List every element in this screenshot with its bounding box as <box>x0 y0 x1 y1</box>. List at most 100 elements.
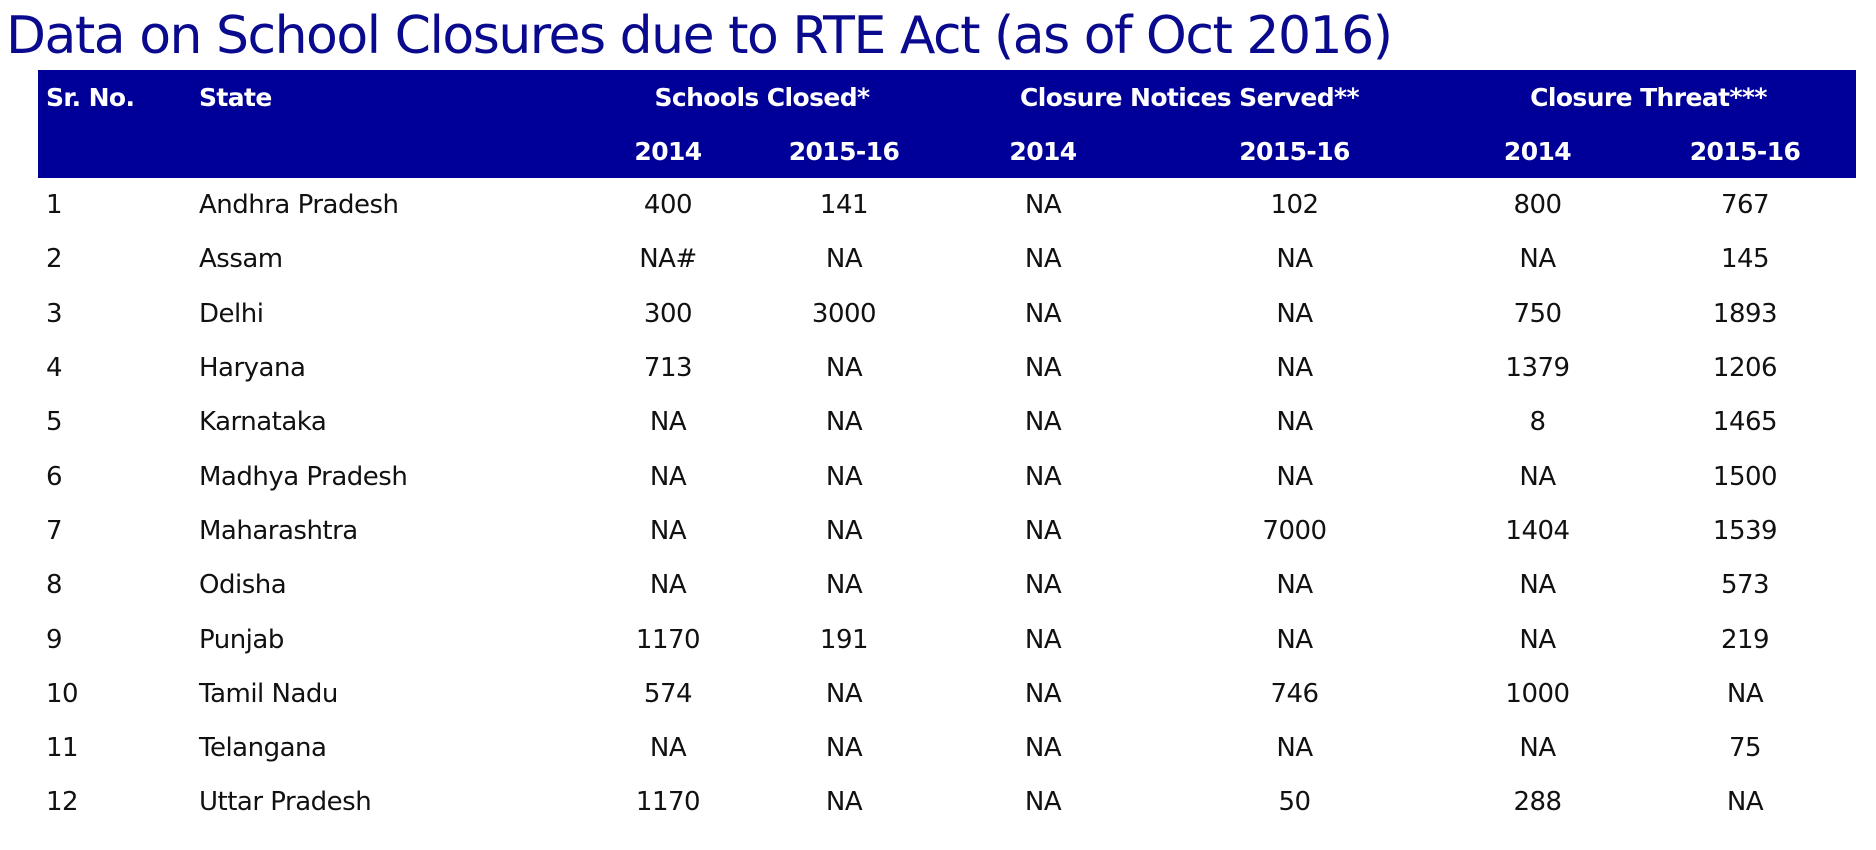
cell-closure-threat-2015-16: 1539 <box>1712 515 1778 546</box>
cell-notices-served-2015-16: 50 <box>1278 787 1311 818</box>
cell-notices-served-2014: NA <box>1024 733 1062 764</box>
table-header-row-years: 2014 2015-16 2014 2015-16 2014 2015-16 <box>38 124 1857 178</box>
header-sr-no: Sr. No. <box>38 70 191 124</box>
cell-closure-threat-2015-16: 219 <box>1720 624 1770 655</box>
cell-notices-served-2015-16: NA <box>1276 298 1313 329</box>
header-year: 2015-16 <box>1634 124 1857 178</box>
cell-notices-served-2014: NA <box>1024 353 1062 384</box>
cell-schools-closed-2015-16: 191 <box>819 624 869 655</box>
cell-state: Telangana <box>199 733 327 764</box>
cell-closure-threat-2015-16: 1893 <box>1712 298 1778 329</box>
table-row: 10 Tamil Nadu 574 NA NA 746 1000 NA <box>38 667 1856 721</box>
cell-schools-closed-2014: 1170 <box>635 787 701 818</box>
cell-closure-threat-2014: NA <box>1519 570 1556 601</box>
cell-schools-closed-2015-16: NA <box>825 407 863 438</box>
cell-schools-closed-2014: NA# <box>639 244 697 275</box>
cell-schools-closed-2015-16: NA <box>825 515 863 546</box>
cell-closure-threat-2015-16: NA <box>1726 787 1764 818</box>
cell-sr-no: 1 <box>46 190 63 221</box>
cell-notices-served-2014: NA <box>1024 407 1062 438</box>
cell-closure-threat-2015-16: 1465 <box>1712 407 1778 438</box>
header-state: State <box>191 70 586 124</box>
cell-notices-served-2015-16: 7000 <box>1262 515 1327 546</box>
cell-sr-no: 5 <box>46 407 63 438</box>
cell-notices-served-2015-16: NA <box>1276 733 1313 764</box>
cell-state: Andhra Pradesh <box>199 190 399 221</box>
cell-notices-served-2015-16: 746 <box>1270 678 1319 709</box>
cell-schools-closed-2014: 300 <box>643 298 693 329</box>
cell-sr-no: 2 <box>46 244 63 275</box>
cell-sr-no: 8 <box>46 570 63 601</box>
cell-closure-threat-2015-16: 75 <box>1728 733 1762 764</box>
header-year: 2015-16 <box>750 124 938 178</box>
cell-closure-threat-2014: 1379 <box>1505 353 1570 384</box>
table-row: 7 Maharashtra NA NA NA 7000 1404 1539 <box>38 504 1856 558</box>
cell-closure-threat-2014: NA <box>1519 244 1556 275</box>
cell-notices-served-2015-16: NA <box>1276 570 1313 601</box>
cell-closure-threat-2015-16: 1206 <box>1712 353 1778 384</box>
cell-state: Uttar Pradesh <box>199 787 372 818</box>
cell-notices-served-2014: NA <box>1024 624 1062 655</box>
cell-state: Assam <box>199 244 283 275</box>
cell-closure-threat-2015-16: 1500 <box>1712 461 1778 492</box>
cell-sr-no: 12 <box>46 787 79 818</box>
cell-state: Karnataka <box>199 407 327 438</box>
table-row: 11 Telangana NA NA NA NA NA 75 <box>38 721 1856 775</box>
cell-notices-served-2015-16: NA <box>1276 407 1313 438</box>
cell-schools-closed-2015-16: NA <box>825 678 863 709</box>
header-year: 2014 <box>1441 124 1635 178</box>
table-row: 6 Madhya Pradesh NA NA NA NA NA 1500 <box>38 449 1856 503</box>
cell-schools-closed-2014: NA <box>649 461 687 492</box>
cell-notices-served-2015-16: NA <box>1276 244 1313 275</box>
cell-notices-served-2014: NA <box>1024 190 1062 221</box>
table-row: 12 Uttar Pradesh 1170 NA NA 50 288 NA <box>38 775 1856 829</box>
table-row: 8 Odisha NA NA NA NA NA 573 <box>38 558 1856 612</box>
cell-sr-no: 6 <box>46 461 63 492</box>
cell-closure-threat-2014: 1404 <box>1505 515 1570 546</box>
cell-schools-closed-2014: 400 <box>643 190 693 221</box>
cell-state: Punjab <box>199 624 284 655</box>
cell-schools-closed-2015-16: 141 <box>819 190 869 221</box>
table-row: 1 Andhra Pradesh 400 141 NA 102 800 767 <box>38 178 1856 232</box>
cell-schools-closed-2015-16: NA <box>825 733 863 764</box>
cell-closure-threat-2015-16: 573 <box>1720 570 1770 601</box>
cell-notices-served-2014: NA <box>1024 787 1062 818</box>
school-closures-table: Sr. No. State Schools Closed* Closure No… <box>38 70 1857 830</box>
table-row: 2 Assam NA# NA NA NA NA 145 <box>38 232 1856 286</box>
page-title: Data on School Closures due to RTE Act (… <box>6 6 1393 66</box>
table-row: 9 Punjab 1170 191 NA NA NA 219 <box>38 612 1856 666</box>
cell-schools-closed-2014: NA <box>649 515 687 546</box>
cell-schools-closed-2015-16: NA <box>825 244 863 275</box>
cell-closure-threat-2014: 288 <box>1513 787 1562 818</box>
cell-schools-closed-2015-16: NA <box>825 787 863 818</box>
cell-notices-served-2015-16: 102 <box>1270 190 1319 221</box>
cell-schools-closed-2014: 1170 <box>635 624 701 655</box>
cell-state: Tamil Nadu <box>199 678 338 709</box>
cell-schools-closed-2014: 574 <box>643 678 693 709</box>
cell-sr-no: 9 <box>46 624 63 655</box>
cell-notices-served-2014: NA <box>1024 298 1062 329</box>
table-header: Sr. No. State Schools Closed* Closure No… <box>38 70 1857 178</box>
header-spacer <box>191 124 586 178</box>
cell-sr-no: 3 <box>46 298 63 329</box>
cell-schools-closed-2015-16: NA <box>825 353 863 384</box>
table-header-row-groups: Sr. No. State Schools Closed* Closure No… <box>38 70 1857 124</box>
cell-closure-threat-2014: 800 <box>1513 190 1562 221</box>
cell-sr-no: 7 <box>46 515 63 546</box>
cell-state: Odisha <box>199 570 287 601</box>
table-row: 5 Karnataka NA NA NA NA 8 1465 <box>38 395 1856 449</box>
header-year: 2014 <box>938 124 1148 178</box>
cell-notices-served-2015-16: NA <box>1276 353 1313 384</box>
cell-state: Madhya Pradesh <box>199 461 408 492</box>
cell-closure-threat-2014: NA <box>1519 624 1556 655</box>
cell-schools-closed-2014: NA <box>649 570 687 601</box>
cell-state: Delhi <box>199 298 264 329</box>
cell-sr-no: 4 <box>46 353 63 384</box>
header-closure-notices-served: Closure Notices Served** <box>938 70 1442 124</box>
table-row: 3 Delhi 300 3000 NA NA 750 1893 <box>38 287 1856 341</box>
cell-closure-threat-2014: 8 <box>1529 407 1546 438</box>
cell-notices-served-2014: NA <box>1024 570 1062 601</box>
cell-sr-no: 11 <box>46 733 79 764</box>
cell-notices-served-2014: NA <box>1024 515 1062 546</box>
cell-notices-served-2015-16: NA <box>1276 461 1313 492</box>
